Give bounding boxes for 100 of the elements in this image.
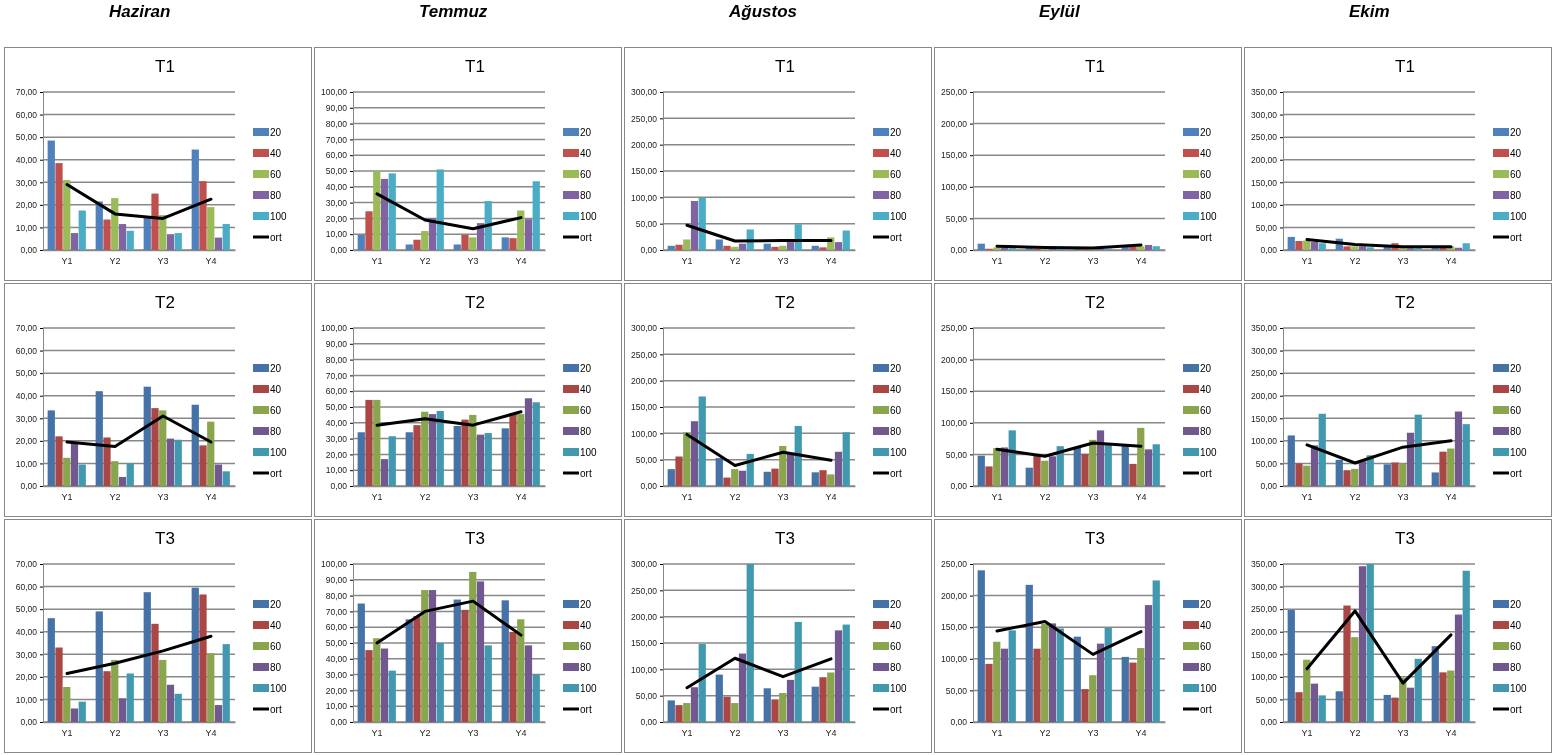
chart-title: T1 bbox=[1395, 57, 1415, 76]
legend-label: 60 bbox=[580, 641, 592, 652]
y-tick-label: 50,00 bbox=[1255, 222, 1278, 233]
y-tick-label: 150,00 bbox=[631, 402, 658, 413]
y-tick-label: 300,00 bbox=[1251, 345, 1278, 356]
chart-title: T1 bbox=[1085, 57, 1105, 76]
legend-label: 40 bbox=[1200, 384, 1212, 395]
legend-label: 60 bbox=[890, 169, 902, 180]
legend-label: 20 bbox=[1200, 599, 1212, 610]
y-tick-label: 50,00 bbox=[325, 638, 348, 649]
legend-label: 60 bbox=[580, 405, 592, 416]
chart-title: T3 bbox=[465, 529, 485, 548]
y-tick-label: 80,00 bbox=[325, 590, 348, 601]
legend-label: ort bbox=[1200, 232, 1212, 243]
legend-label: 80 bbox=[1200, 662, 1212, 673]
y-tick-label: 10,00 bbox=[325, 229, 348, 240]
y-tick-label: 250,00 bbox=[941, 559, 968, 570]
y-tick-label: 60,00 bbox=[325, 622, 348, 633]
y-tick-label: 0,00 bbox=[640, 481, 658, 492]
legend-label: 60 bbox=[270, 169, 282, 180]
y-tick-label: 90,00 bbox=[325, 339, 348, 350]
y-tick-label: 40,00 bbox=[325, 418, 348, 429]
x-tick-label: Y4 bbox=[1135, 256, 1147, 267]
chart-title: T2 bbox=[775, 293, 795, 312]
legend-label: ort bbox=[890, 704, 902, 715]
x-tick-label: Y4 bbox=[515, 492, 527, 503]
legend-label: 100 bbox=[1510, 447, 1528, 458]
y-tick-label: 150,00 bbox=[631, 166, 658, 177]
y-tick-label: 150,00 bbox=[631, 638, 658, 649]
x-tick-label: Y4 bbox=[1135, 492, 1147, 503]
y-tick-label: 0,00 bbox=[950, 481, 968, 492]
y-tick-label: 40,00 bbox=[15, 154, 38, 165]
y-tick-label: 100,00 bbox=[321, 323, 348, 334]
legend-label: 20 bbox=[890, 599, 902, 610]
y-tick-label: 200,00 bbox=[631, 375, 658, 386]
x-tick-label: Y3 bbox=[157, 256, 169, 267]
legend-label: 60 bbox=[270, 641, 282, 652]
y-tick-label: 50,00 bbox=[15, 604, 38, 615]
x-tick-label: Y1 bbox=[371, 728, 383, 739]
x-tick-label: Y2 bbox=[109, 256, 121, 267]
y-tick-label: 70,00 bbox=[15, 87, 38, 98]
legend-label: 20 bbox=[1510, 127, 1522, 138]
y-tick-label: 250,00 bbox=[1251, 368, 1278, 379]
y-tick-label: 0,00 bbox=[330, 481, 348, 492]
legend-label: 100 bbox=[580, 447, 598, 458]
text: Ekim bbox=[1349, 2, 1390, 22]
legend-label: 60 bbox=[580, 169, 592, 180]
y-tick-label: 60,00 bbox=[325, 386, 348, 397]
y-tick-label: 300,00 bbox=[1251, 581, 1278, 592]
y-tick-label: 90,00 bbox=[325, 103, 348, 114]
legend-label: 60 bbox=[1200, 169, 1212, 180]
y-tick-label: 100,00 bbox=[1251, 200, 1278, 211]
chart-title: T3 bbox=[1085, 529, 1105, 548]
y-tick-label: 20,00 bbox=[325, 213, 348, 224]
y-tick-label: 100,00 bbox=[941, 182, 968, 193]
y-tick-label: 70,00 bbox=[325, 606, 348, 617]
legend-label: ort bbox=[1200, 468, 1212, 479]
y-tick-label: 200,00 bbox=[941, 354, 968, 365]
x-tick-label: Y2 bbox=[1349, 256, 1361, 267]
x-tick-label: Y1 bbox=[371, 492, 383, 503]
x-tick-label: Y1 bbox=[61, 492, 73, 503]
x-tick-label: Y4 bbox=[825, 256, 837, 267]
y-tick-label: 20,00 bbox=[15, 200, 38, 211]
legend-label: 80 bbox=[1510, 662, 1522, 673]
text: Ağustos bbox=[729, 2, 797, 22]
chart-title: T2 bbox=[1085, 293, 1105, 312]
legend-label: 40 bbox=[1510, 148, 1522, 159]
chart-title: T1 bbox=[775, 57, 795, 76]
y-tick-label: 50,00 bbox=[635, 454, 658, 465]
legend-label: 80 bbox=[890, 426, 902, 437]
legend-label: 80 bbox=[890, 190, 902, 201]
y-tick-label: 0,00 bbox=[1260, 717, 1278, 728]
y-tick-label: 100,00 bbox=[321, 87, 348, 98]
legend-label: 20 bbox=[1510, 363, 1522, 374]
legend-label: 100 bbox=[890, 211, 908, 222]
legend-label: 40 bbox=[890, 384, 902, 395]
legend-label: 100 bbox=[1200, 211, 1218, 222]
y-tick-label: 200,00 bbox=[1251, 154, 1278, 165]
legend-label: 80 bbox=[1200, 426, 1212, 437]
legend-label: 40 bbox=[270, 384, 282, 395]
y-tick-label: 30,00 bbox=[325, 669, 348, 680]
text: Eylül bbox=[1039, 2, 1080, 22]
x-tick-label: Y3 bbox=[467, 256, 479, 267]
legend-label: ort bbox=[1510, 704, 1522, 715]
y-tick-label: 50,00 bbox=[325, 402, 348, 413]
legend-label: 60 bbox=[890, 641, 902, 652]
x-tick-label: Y1 bbox=[681, 256, 693, 267]
legend-label: ort bbox=[270, 468, 282, 479]
legend-label: 100 bbox=[1200, 447, 1218, 458]
legend-label: ort bbox=[270, 232, 282, 243]
legend-label: 20 bbox=[580, 127, 592, 138]
y-tick-label: 100,00 bbox=[631, 192, 658, 203]
x-tick-label: Y3 bbox=[777, 728, 789, 739]
x-tick-label: Y2 bbox=[1039, 492, 1051, 503]
y-tick-label: 250,00 bbox=[941, 87, 968, 98]
y-tick-label: 10,00 bbox=[325, 465, 348, 476]
legend-label: ort bbox=[1510, 468, 1522, 479]
legend-label: 100 bbox=[1200, 683, 1218, 694]
x-tick-label: Y1 bbox=[1301, 728, 1313, 739]
y-tick-label: 200,00 bbox=[631, 139, 658, 150]
